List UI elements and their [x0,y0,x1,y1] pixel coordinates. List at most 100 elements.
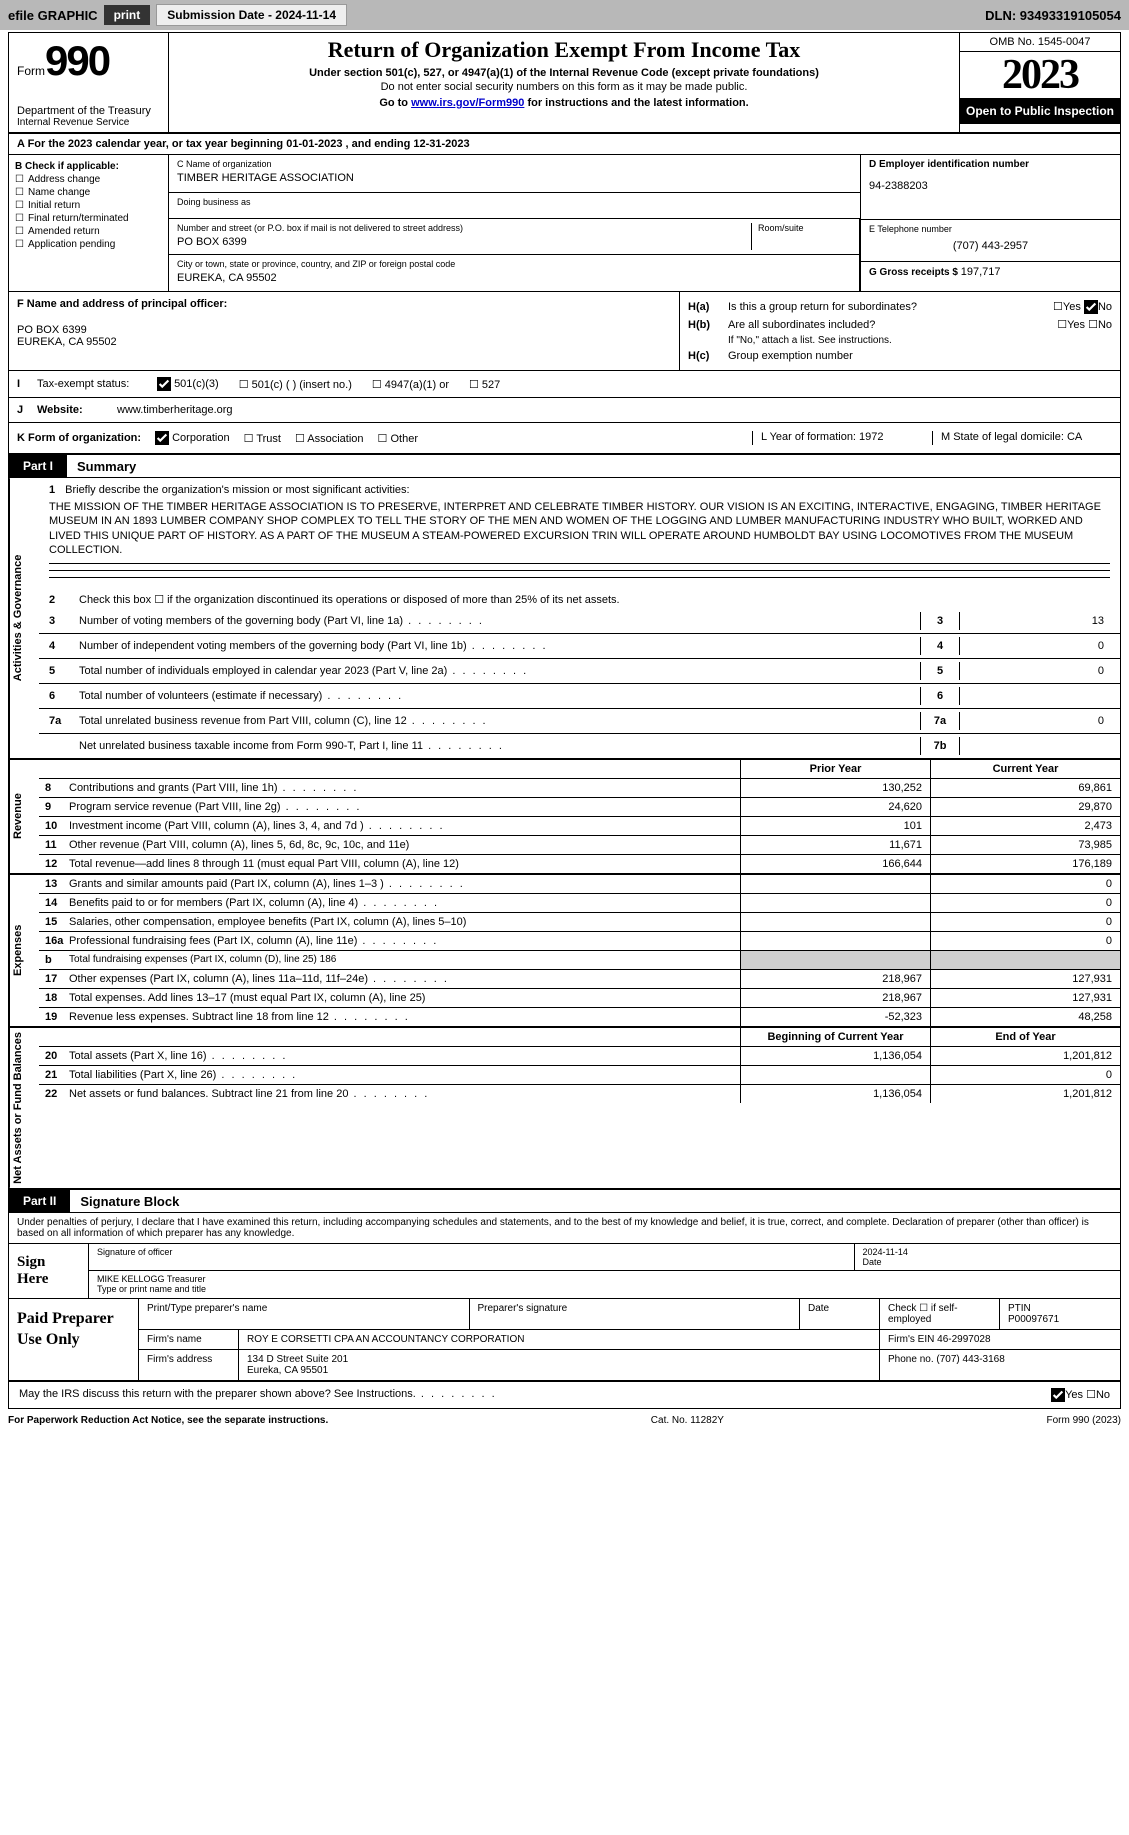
r14-current: 0 [930,894,1120,912]
r16b-prior [740,951,930,969]
part1-header: Part I Summary [9,455,1120,478]
gross-label: G Gross receipts $ [869,267,961,278]
officer-addr1: PO BOX 6399 [17,324,671,336]
r8-prior: 130,252 [740,779,930,797]
r9-current: 29,870 [930,798,1120,816]
form-header: Form990 Department of the Treasury Inter… [9,33,1120,134]
r20-end: 1,201,812 [930,1047,1120,1065]
firm-phone: (707) 443-3168 [936,1354,1004,1365]
r21-begin [740,1066,930,1084]
state-domicile: CA [1067,431,1082,443]
street-label: Number and street (or P.O. box if mail i… [177,223,751,233]
submission-date: Submission Date - 2024-11-14 [156,4,347,26]
mission-text: THE MISSION OF THE TIMBER HERITAGE ASSOC… [49,500,1110,557]
vert-expenses: Expenses [9,875,39,1026]
city-label: City or town, state or province, country… [177,259,851,269]
public-inspection: Open to Public Inspection [960,98,1120,124]
form-word: Form [17,64,45,78]
sig-date: 2024-11-14 [863,1247,1113,1257]
hb-yesno: ☐Yes ☐No [1057,318,1112,331]
chk-other[interactable]: ☐ Other [378,432,418,445]
ein-label: D Employer identification number [869,159,1112,170]
line5-val: 0 [960,662,1110,680]
section-a-g: B Check if applicable: Address change Na… [9,155,1120,292]
vert-net: Net Assets or Fund Balances [9,1028,39,1188]
irs-discuss-row: May the IRS discuss this return with the… [9,1381,1120,1408]
r12-prior: 166,644 [740,855,930,873]
box-b: B Check if applicable: Address change Na… [9,155,169,291]
phone: (707) 443-2957 [869,240,1112,252]
chk-assoc[interactable]: ☐ Association [295,432,364,445]
dept-treasury: Department of the Treasury [17,105,160,117]
website-row: J Website: www.timberheritage.org [9,398,1120,423]
irs-label: Internal Revenue Service [17,117,160,128]
r16a-prior [740,932,930,950]
chk-corp[interactable]: Corporation [155,431,230,445]
line7b-val [960,737,1110,755]
period-row: A For the 2023 calendar year, or tax yea… [9,134,1120,155]
room-label: Room/suite [758,223,851,233]
firm-name: ROY E CORSETTI CPA AN ACCOUNTANCY CORPOR… [239,1330,880,1349]
tax-status-row: I Tax-exempt status: 501(c)(3) ☐ 501(c) … [9,371,1120,398]
section-f-h: F Name and address of principal officer:… [9,292,1120,371]
chk-initial-return[interactable]: Initial return [15,200,162,211]
net-assets-section: Net Assets or Fund Balances Beginning of… [9,1028,1120,1190]
org-name-label: C Name of organization [177,159,852,169]
chk-501c3[interactable]: 501(c)(3) [157,377,219,391]
r11-current: 73,985 [930,836,1120,854]
phone-label: E Telephone number [869,224,1112,234]
part2-header: Part II Signature Block [9,1190,1120,1213]
dba-label: Doing business as [177,197,852,207]
r12-current: 176,189 [930,855,1120,873]
chk-address-change[interactable]: Address change [15,174,162,185]
firm-addr2: Eureka, CA 95501 [247,1365,328,1376]
chk-amended[interactable]: Amended return [15,226,162,237]
hb-note: If "No," attach a list. See instructions… [688,335,1112,346]
year-formation: 1972 [859,431,883,443]
officer-name: MIKE KELLOGG Treasurer [97,1274,1112,1284]
line3-val: 13 [960,612,1110,630]
website: www.timberheritage.org [117,404,233,416]
activities-governance: Activities & Governance 1Briefly describ… [9,478,1120,760]
r21-end: 0 [930,1066,1120,1084]
r20-begin: 1,136,054 [740,1047,930,1065]
r16a-current: 0 [930,932,1120,950]
k-row: K Form of organization: Corporation ☐ Tr… [9,423,1120,455]
firm-addr1: 134 D Street Suite 201 [247,1354,348,1365]
efile-label: efile GRAPHIC [8,8,98,23]
chk-final-return[interactable]: Final return/terminated [15,213,162,224]
form-ref: Form 990 (2023) [1047,1415,1121,1426]
r10-prior: 101 [740,817,930,835]
chk-501c[interactable]: ☐ 501(c) ( ) (insert no.) [239,378,352,391]
line6-val [960,687,1110,705]
r9-prior: 24,620 [740,798,930,816]
r19-prior: -52,323 [740,1008,930,1026]
r18-current: 127,931 [930,989,1120,1007]
pra-notice: For Paperwork Reduction Act Notice, see … [8,1415,328,1426]
chk-app-pending[interactable]: Application pending [15,239,162,250]
r13-prior [740,875,930,893]
vert-revenue: Revenue [9,760,39,873]
r18-prior: 218,967 [740,989,930,1007]
tax-year: 2023 [960,52,1120,98]
expenses-section: Expenses 13Grants and similar amounts pa… [9,875,1120,1028]
main-title: Return of Organization Exempt From Incom… [177,37,951,63]
print-button[interactable]: print [104,5,151,25]
chk-name-change[interactable]: Name change [15,187,162,198]
chk-4947[interactable]: ☐ 4947(a)(1) or [372,378,449,391]
form-number: 990 [45,37,109,84]
street: PO BOX 6399 [177,236,751,248]
chk-527[interactable]: ☐ 527 [469,378,500,391]
r17-current: 127,931 [930,970,1120,988]
self-employed-chk[interactable]: Check ☐ if self-employed [880,1299,1000,1329]
r11-prior: 11,671 [740,836,930,854]
chk-trust[interactable]: ☐ Trust [244,432,281,445]
r22-begin: 1,136,054 [740,1085,930,1103]
form-990: Form990 Department of the Treasury Inter… [8,32,1121,1409]
subtitle: Under section 501(c), 527, or 4947(a)(1)… [177,67,951,79]
gross-receipts: 197,717 [961,266,1001,278]
r17-prior: 218,967 [740,970,930,988]
irs-link[interactable]: www.irs.gov/Form990 [411,97,524,109]
r10-current: 2,473 [930,817,1120,835]
officer-addr2: EUREKA, CA 95502 [17,336,671,348]
